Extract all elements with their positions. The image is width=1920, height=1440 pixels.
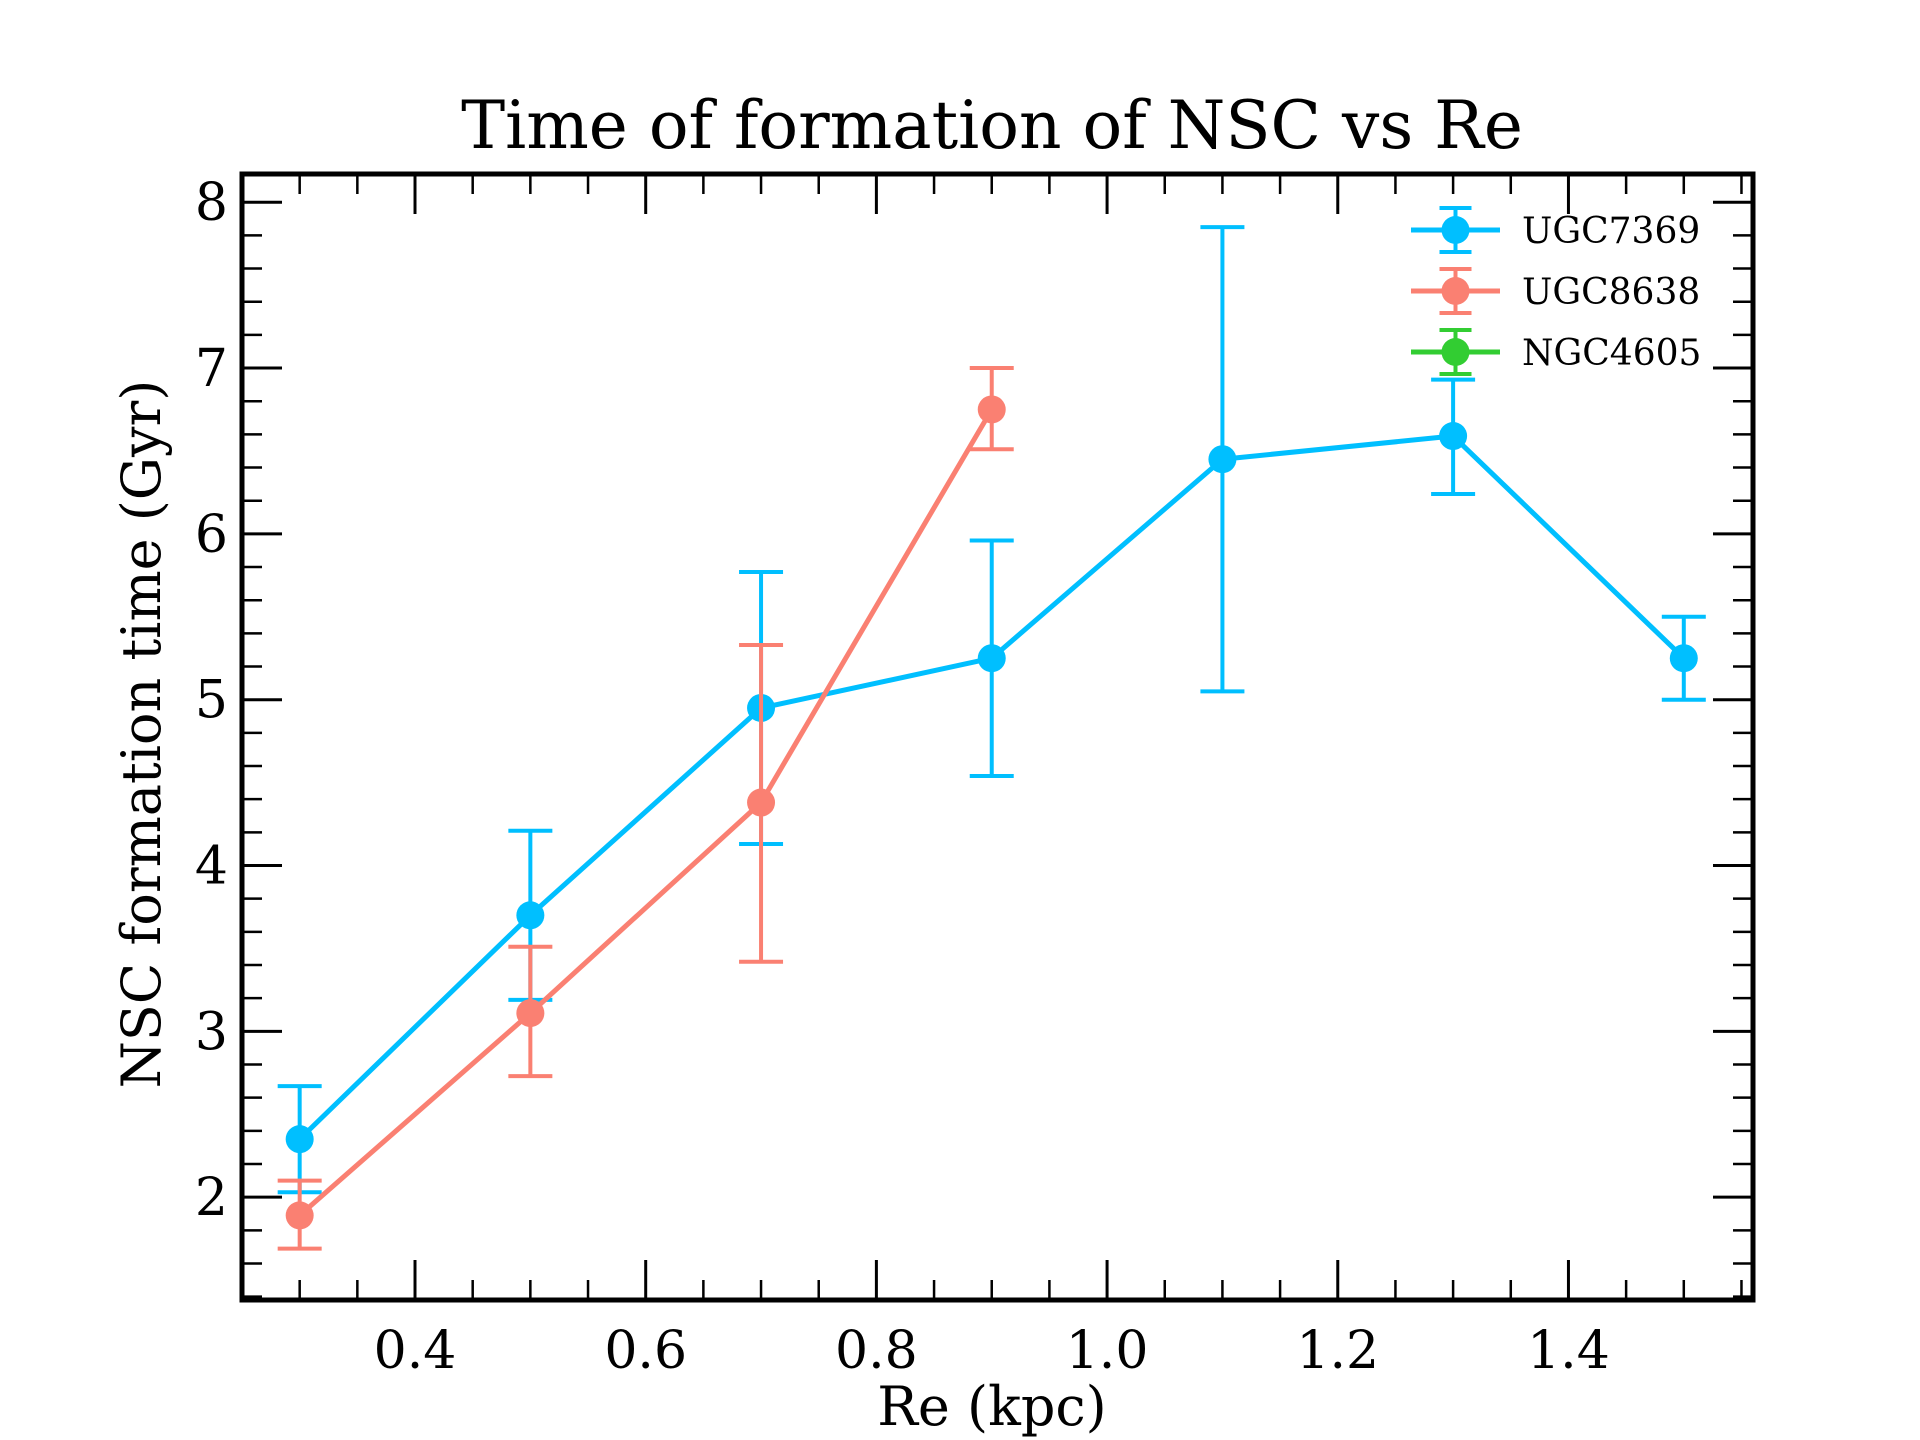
y-tick-label: 8: [195, 173, 228, 233]
plot-area: 0.4 0.6 0.8 1.0 1.2 1.4 2 3 4 5 6 7 8: [195, 171, 1756, 1381]
y-tick-label: 6: [195, 505, 228, 565]
data-point-ugc7369: [516, 901, 545, 930]
data-point-ugc7369: [285, 1125, 314, 1154]
data-point-ugc7369: [1439, 422, 1468, 451]
x-tick-label: 1.0: [1066, 1321, 1149, 1381]
data-point-ugc7369: [977, 644, 1006, 673]
axes-frame: [239, 171, 1756, 1303]
chart-title: Time of formation of NSC vs Re: [461, 87, 1523, 164]
legend-marker-ugc8638: [1441, 277, 1470, 305]
x-tick-label: 0.4: [374, 1321, 457, 1381]
data-point-ugc7369: [1669, 644, 1698, 673]
legend-marker-ngc4605: [1441, 338, 1470, 366]
y-axis-label: NSC formation time (Gyr): [110, 380, 173, 1089]
legend-label-ugc7369: UGC7369: [1522, 211, 1700, 252]
y-tick-label: 4: [195, 837, 228, 897]
series-line-ugc8638: [298, 408, 994, 1218]
x-tick-label: 0.8: [835, 1321, 918, 1381]
data-point-ugc8638: [747, 788, 776, 817]
x-tick-label: 1.4: [1527, 1321, 1610, 1381]
legend-label-ugc8638: UGC8638: [1522, 272, 1700, 313]
x-tick-label: 0.6: [604, 1321, 687, 1381]
legend-label-ngc4605: NGC4605: [1522, 333, 1701, 374]
data-point-ugc8638: [516, 999, 545, 1028]
y-tick-label: 3: [195, 1002, 228, 1062]
data-point-ugc8638: [285, 1201, 314, 1230]
data-point-ugc8638: [977, 395, 1006, 424]
y-tick-label: 5: [195, 671, 228, 731]
x-tick-label: 1.2: [1296, 1321, 1379, 1381]
legend-marker-ugc7369: [1441, 216, 1470, 244]
x-axis-label: Re (kpc): [877, 1375, 1106, 1438]
legend: UGC7369 UGC8638 NGC4605: [1411, 206, 1701, 376]
y-tick-label: 2: [195, 1168, 228, 1228]
y-tick-label: 7: [195, 339, 228, 399]
data-point-ugc7369: [1208, 445, 1237, 474]
